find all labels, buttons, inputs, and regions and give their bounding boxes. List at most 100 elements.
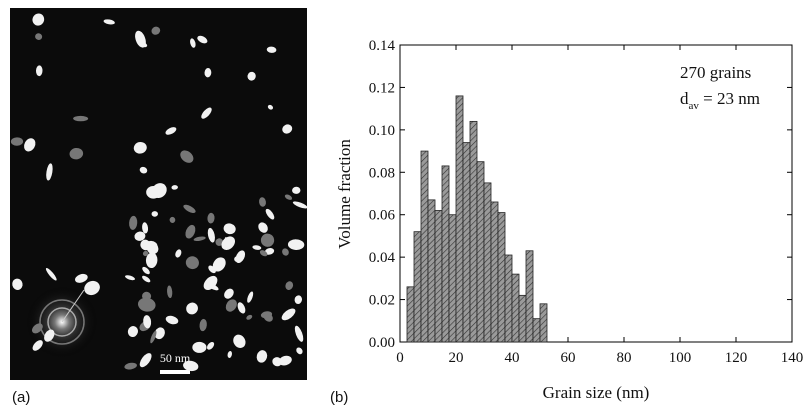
grain <box>206 282 219 291</box>
bar <box>413 231 422 343</box>
grain <box>127 326 138 337</box>
grain <box>282 248 289 256</box>
y-tick-label: 0.08 <box>369 165 395 181</box>
panel-label: (b) <box>330 389 348 406</box>
grain <box>199 318 207 332</box>
grain <box>207 212 215 224</box>
grain <box>294 325 304 342</box>
grain <box>10 137 24 146</box>
grain <box>139 166 148 174</box>
x-axis-label: Grain size (nm) <box>543 383 650 402</box>
bar <box>511 273 520 343</box>
annotation: 270 grains <box>680 63 751 82</box>
y-tick-label: 0.12 <box>369 80 395 96</box>
grain <box>246 314 253 320</box>
grain <box>12 278 23 290</box>
grain <box>35 65 43 77</box>
scale-bar <box>160 370 190 374</box>
grain <box>212 257 226 272</box>
grain <box>259 250 268 257</box>
grain <box>278 355 292 366</box>
grain <box>165 127 177 135</box>
y-axis-label: Volume fraction <box>335 139 354 249</box>
grain <box>292 201 308 209</box>
x-tick-label: 80 <box>617 350 632 366</box>
grain <box>287 239 305 250</box>
grain <box>207 227 215 243</box>
grain <box>193 236 206 242</box>
grain <box>32 340 43 351</box>
bar <box>490 201 499 343</box>
grain <box>154 327 165 340</box>
grain <box>260 233 275 247</box>
grain <box>151 211 158 217</box>
grain <box>233 334 246 348</box>
grain <box>144 240 158 251</box>
grain <box>221 236 236 250</box>
grain <box>75 273 88 283</box>
grain <box>204 68 212 78</box>
grain <box>206 341 215 350</box>
annotation: dav = 23 nm <box>680 89 760 112</box>
grain <box>142 275 151 283</box>
grain <box>285 281 294 290</box>
bar <box>420 150 429 343</box>
grain <box>135 30 146 48</box>
bar <box>539 303 548 343</box>
bar <box>406 286 415 343</box>
bar <box>462 142 471 343</box>
grain <box>260 311 273 319</box>
grain <box>296 347 303 355</box>
diffraction-ring <box>47 307 77 337</box>
diffraction-ring <box>39 299 85 345</box>
grain <box>252 245 262 250</box>
grain <box>247 291 254 303</box>
grain <box>282 124 293 134</box>
y-tick-label: 0.04 <box>369 250 396 266</box>
grain <box>215 238 224 246</box>
x-tick-label: 60 <box>561 350 576 366</box>
bar <box>518 294 527 343</box>
grain <box>183 204 196 214</box>
grain <box>169 216 176 223</box>
grain <box>137 297 156 312</box>
grain <box>24 138 36 152</box>
annotation-part: d <box>680 89 689 108</box>
grain <box>235 250 246 264</box>
grain <box>142 222 149 234</box>
bar <box>504 254 513 343</box>
y-tick-label: 0.14 <box>369 38 396 54</box>
grain <box>225 299 237 312</box>
grain <box>145 252 158 269</box>
grain <box>281 308 296 321</box>
scale-bar-label: 50 nm <box>160 351 191 365</box>
bar <box>441 165 450 343</box>
bar <box>483 182 492 343</box>
panel-label: (a) <box>12 389 30 406</box>
x-tick-label: 40 <box>505 350 520 366</box>
y-tick-label: 0.02 <box>369 293 395 309</box>
grain <box>150 330 157 344</box>
grain <box>197 35 208 44</box>
grain <box>175 249 182 258</box>
grain <box>201 107 212 119</box>
grain <box>45 267 57 281</box>
bar <box>455 95 464 343</box>
x-tick-label: 20 <box>449 350 464 366</box>
annotation-sub: av <box>689 100 700 112</box>
grain <box>32 13 45 26</box>
y-tick-label: 0.00 <box>369 335 395 351</box>
grain <box>284 194 293 200</box>
grain <box>171 185 178 190</box>
micrograph: 50 nm <box>10 8 308 380</box>
y-tick-label: 0.10 <box>369 123 395 139</box>
bar <box>525 250 534 343</box>
grain <box>237 302 246 314</box>
annotation-part: = 23 nm <box>699 89 760 108</box>
grain <box>46 163 53 181</box>
grain <box>186 302 198 315</box>
grain <box>223 223 236 235</box>
grain <box>129 215 138 230</box>
grain <box>84 280 100 296</box>
grain <box>294 295 302 304</box>
